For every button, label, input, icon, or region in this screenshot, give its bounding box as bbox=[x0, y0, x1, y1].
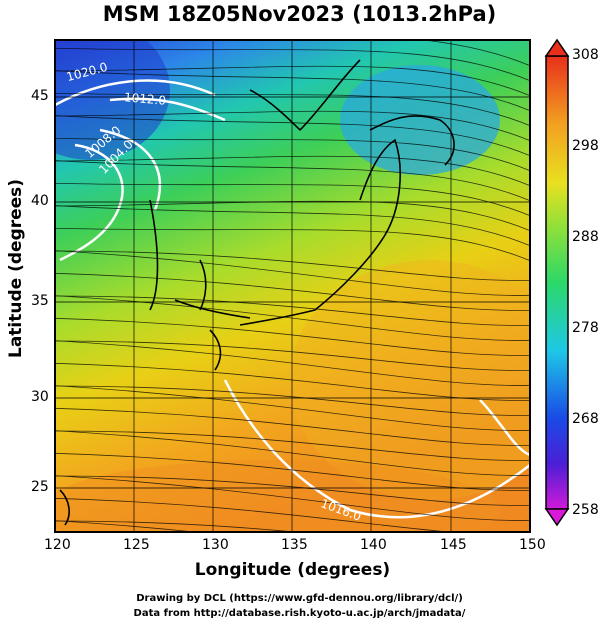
colorbar-tick-label: 298 bbox=[572, 138, 599, 154]
streamline bbox=[55, 250, 530, 281]
x-axis-label: Longitude (degrees) bbox=[194, 560, 391, 580]
x-tick-label: 130 bbox=[202, 537, 229, 553]
y-tick-label: 35 bbox=[31, 293, 49, 309]
streamline bbox=[55, 115, 530, 157]
streamline bbox=[55, 227, 530, 262]
streamline bbox=[55, 272, 530, 311]
streamline bbox=[55, 155, 530, 187]
streamline bbox=[55, 110, 530, 142]
x-tick-label: 120 bbox=[44, 537, 71, 553]
streamline bbox=[55, 340, 530, 371]
streamline bbox=[55, 497, 454, 532]
streamline bbox=[55, 520, 199, 532]
colorbar bbox=[544, 38, 570, 527]
colorbar-tick-label: 308 bbox=[572, 47, 599, 63]
streamline bbox=[55, 452, 530, 491]
x-tick-label: 140 bbox=[360, 537, 387, 553]
streamline bbox=[55, 65, 530, 97]
streamline bbox=[55, 407, 530, 446]
streamline bbox=[55, 475, 530, 506]
streamline bbox=[55, 182, 530, 217]
streamline bbox=[55, 385, 530, 416]
streamline bbox=[55, 385, 530, 431]
credit-drawing: Drawing by DCL (https://www.gfd-dennou.o… bbox=[136, 593, 463, 604]
latlon-grid bbox=[55, 40, 530, 532]
streamline bbox=[55, 92, 530, 127]
y-tick-label: 40 bbox=[31, 193, 49, 209]
streamline bbox=[55, 340, 530, 386]
streamline bbox=[55, 200, 530, 232]
y-axis-label: Latitude (degrees) bbox=[6, 178, 26, 358]
streamline bbox=[55, 70, 530, 112]
streamline bbox=[55, 295, 530, 326]
streamline bbox=[55, 430, 530, 461]
streamline bbox=[420, 40, 530, 67]
streamline bbox=[55, 520, 300, 532]
streamline bbox=[55, 475, 530, 521]
credit-data: Data from http://database.rish.kyoto-u.a… bbox=[133, 608, 466, 619]
colorbar-tick-label: 278 bbox=[572, 320, 599, 336]
y-tick-label: 45 bbox=[31, 88, 49, 104]
streamline bbox=[55, 430, 530, 476]
map-title: MSM 18Z05Nov2023 (1013.2hPa) bbox=[102, 2, 497, 26]
colorbar-tick-label: 268 bbox=[572, 411, 599, 427]
x-tick-label: 150 bbox=[519, 537, 546, 553]
colorbar-tick-label: 258 bbox=[572, 502, 599, 518]
streamline bbox=[55, 205, 530, 247]
streamline bbox=[55, 317, 530, 356]
streamline bbox=[55, 160, 530, 202]
plot-frame bbox=[54, 39, 531, 533]
wind-streamlines bbox=[55, 40, 530, 532]
streamline bbox=[55, 137, 530, 172]
x-tick-label: 145 bbox=[440, 537, 467, 553]
x-tick-label: 125 bbox=[123, 537, 150, 553]
y-tick-label: 30 bbox=[31, 389, 49, 405]
x-tick-label: 135 bbox=[281, 537, 308, 553]
streamline bbox=[55, 47, 530, 82]
streamline bbox=[55, 362, 530, 401]
y-tick-label: 25 bbox=[31, 479, 49, 495]
colorbar-tick-label: 288 bbox=[572, 229, 599, 245]
streamline bbox=[55, 250, 530, 296]
